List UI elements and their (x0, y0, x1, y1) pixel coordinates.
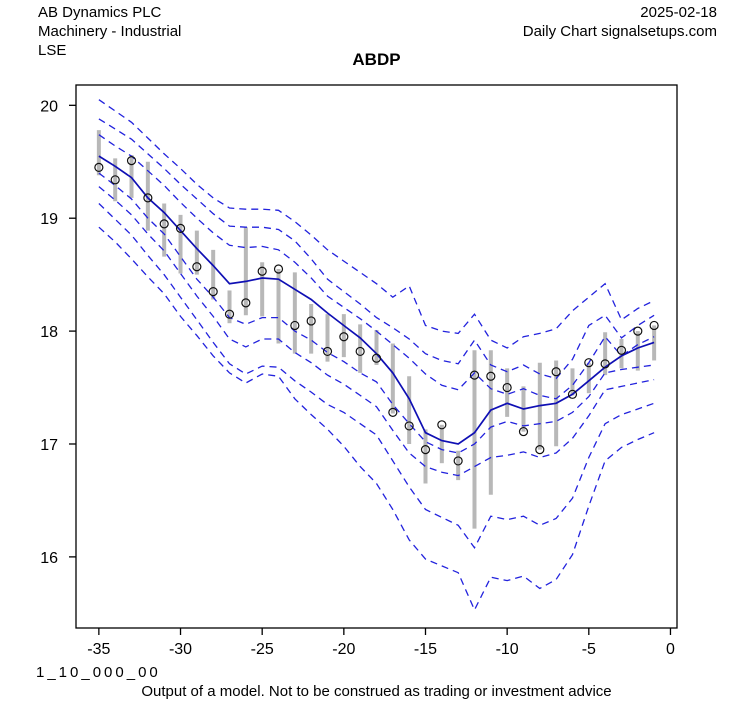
observation-close-marker (633, 326, 643, 336)
observation-close-marker (224, 309, 235, 319)
quantile-line-lower-1 (98, 172, 655, 454)
plot-box (75, 84, 678, 629)
quantile-line-upper-1 (98, 99, 655, 349)
observation-close-marker (273, 264, 284, 274)
observation-close-marker (175, 223, 186, 233)
y-tick-label: 16 (40, 550, 58, 567)
observation-close-marker (371, 353, 382, 363)
y-tick-label: 19 (40, 211, 58, 228)
company-name: AB Dynamics PLC (38, 4, 162, 21)
observation-close-marker (143, 193, 153, 203)
x-tick-label: -35 (87, 641, 110, 658)
observation-close-marker (453, 456, 463, 466)
quantile-line-lower-4 (98, 226, 655, 612)
chart-source: Daily Chart signalsetups.com (522, 23, 717, 40)
quantile-line-upper-2 (98, 118, 655, 380)
y-tick-label: 17 (40, 437, 58, 454)
observation-close-marker (388, 407, 398, 417)
observation-close-marker (535, 445, 545, 455)
company-exchange: LSE (38, 42, 67, 59)
observation-close-marker (567, 389, 578, 399)
observation-close-marker (94, 162, 104, 173)
quantile-line-upper-3 (98, 134, 655, 400)
observation-close-marker (437, 420, 447, 430)
observation-close-marker (518, 426, 529, 437)
observation-close-marker (241, 298, 251, 308)
header-left: AB Dynamics PLC Machinery - Industrial L… (38, 3, 181, 60)
observation-close-marker (322, 346, 333, 357)
observation-close-marker (502, 382, 512, 393)
model-center-line (98, 155, 655, 445)
model-code: 1_10_000_00 (36, 664, 161, 681)
observation-close-marker (339, 332, 349, 342)
observation-close-marker (257, 266, 267, 276)
x-tick-label: -10 (496, 641, 519, 658)
x-tick-label: 0 (666, 641, 675, 658)
observation-close-marker (420, 445, 431, 455)
x-tick-label: -15 (414, 641, 437, 658)
observation-close-marker (355, 346, 365, 357)
x-tick-label: -20 (332, 641, 355, 658)
disclaimer-text: Output of a model. Not to be construed a… (141, 683, 612, 700)
observation-close-marker (649, 320, 659, 331)
observation-close-marker (551, 367, 561, 377)
observation-close-marker (486, 371, 496, 381)
y-tick-label: 18 (40, 324, 58, 341)
observation-close-marker (469, 370, 480, 380)
x-tick-label: -30 (169, 641, 192, 658)
observation-close-marker (584, 358, 594, 368)
x-tick-label: -25 (251, 641, 274, 658)
observation-close-marker (159, 219, 169, 229)
y-tick-label: 20 (40, 98, 58, 115)
quantile-line-lower-2 (98, 186, 655, 477)
observation-close-marker (192, 262, 202, 272)
chart-title: ABDP (352, 50, 401, 69)
observation-close-marker (290, 320, 300, 331)
observation-close-marker (110, 175, 120, 185)
observation-close-marker (616, 345, 627, 355)
observation-close-marker (404, 421, 414, 431)
observation-close-marker (306, 316, 316, 326)
observation-close-marker (126, 156, 137, 166)
company-sector: Machinery - Industrial (38, 23, 182, 40)
observation-close-marker (208, 286, 218, 297)
x-tick-label: -5 (582, 641, 596, 658)
observation-close-marker (600, 359, 610, 369)
header-right: 2025-02-18 Daily Chart signalsetups.com (523, 3, 717, 41)
chart-date: 2025-02-18 (640, 4, 717, 21)
